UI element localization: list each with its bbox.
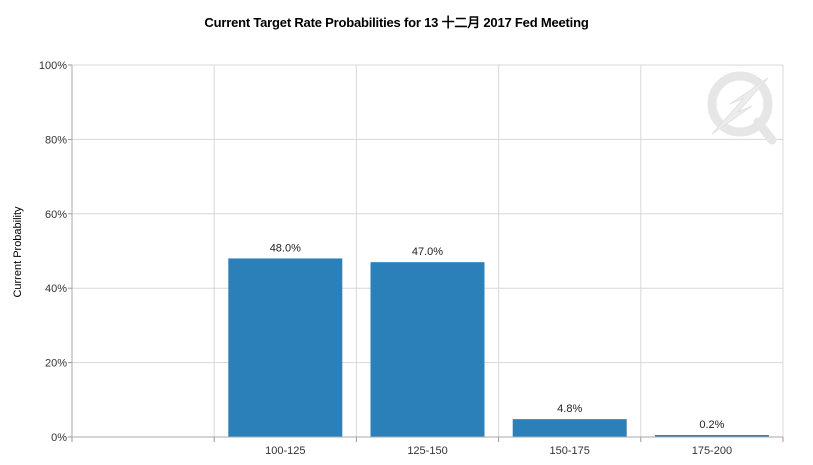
data-label: 47.0% <box>412 246 443 258</box>
x-tick-label: 100-125 <box>265 445 305 457</box>
y-tick-label: 40% <box>45 283 67 295</box>
q-lightning-logo-icon <box>707 71 777 145</box>
bar <box>512 419 627 437</box>
y-tick-label: 80% <box>45 134 67 146</box>
bar <box>370 262 485 437</box>
axes: 0% 20% 40% 60% 80% 100% 100-125 125-150 150-175 1… <box>39 60 784 457</box>
x-tick-label: 150-175 <box>550 445 590 457</box>
chart-title: Current Target Rate Probabilities for 13… <box>204 15 589 30</box>
y-tick-label: 100% <box>39 60 67 72</box>
y-tick-label: 20% <box>45 358 67 370</box>
data-label: 4.8% <box>557 403 582 415</box>
data-label: 48.0% <box>270 242 301 254</box>
x-tick-label: 175-200 <box>692 445 732 457</box>
y-tick-label: 0% <box>51 432 67 444</box>
y-tick-label: 60% <box>45 209 67 221</box>
bar <box>228 258 343 437</box>
value-labels: 48.0% 47.0% 4.8% 0.2% <box>270 242 725 431</box>
bar <box>654 435 769 437</box>
bars <box>228 258 769 437</box>
data-label: 0.2% <box>699 419 724 431</box>
x-tick-label: 125-150 <box>407 445 447 457</box>
